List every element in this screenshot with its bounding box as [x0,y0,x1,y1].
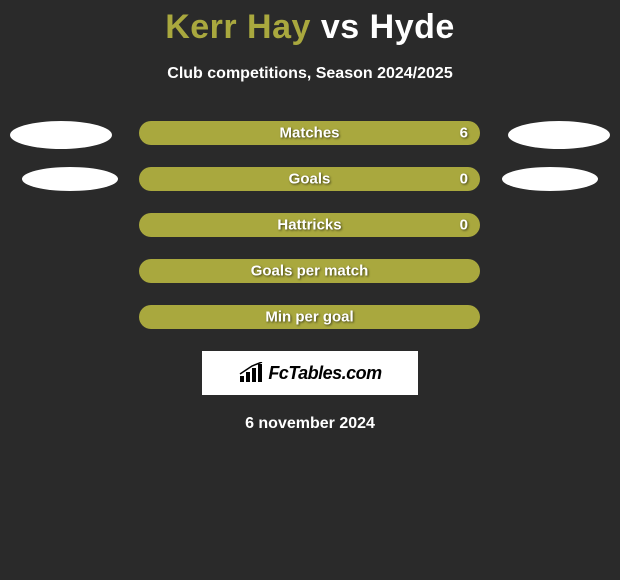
bars-icon [238,362,264,384]
stat-row-min-per-goal: Min per goal [0,305,620,329]
title-opponent: Hyde [370,8,455,46]
date-line: 6 november 2024 [0,415,620,433]
stat-row-goals-per-match: Goals per match [0,259,620,283]
stat-label: Matches [279,125,339,142]
stat-bar: Goals per match [139,259,480,283]
ellipse-right-icon [502,167,598,191]
page-title: Kerr Hay vs Hyde [0,0,620,47]
logo-box: FcTables.com [202,351,418,395]
ellipse-right-icon [508,121,610,149]
stat-row-hattricks: Hattricks 0 [0,213,620,237]
stat-label: Hattricks [277,217,341,234]
ellipse-left-icon [22,167,118,191]
title-vs: vs [321,8,360,46]
stat-row-matches: Matches 6 [0,121,620,145]
logo: FcTables.com [238,362,381,384]
stat-value: 0 [460,217,468,234]
stat-value: 6 [460,125,468,142]
logo-text: FcTables.com [268,363,381,384]
stat-bar: Hattricks 0 [139,213,480,237]
stat-label: Min per goal [265,309,353,326]
ellipse-left-icon [10,121,112,149]
stat-label: Goals [289,171,331,188]
stats-rows: Matches 6 Goals 0 Hattricks 0 Goals per … [0,121,620,329]
stat-bar: Goals 0 [139,167,480,191]
stat-value: 0 [460,171,468,188]
stat-bar: Matches 6 [139,121,480,145]
stat-row-goals: Goals 0 [0,167,620,191]
stat-label: Goals per match [251,263,369,280]
stat-bar: Min per goal [139,305,480,329]
title-player: Kerr Hay [165,8,311,46]
subtitle: Club competitions, Season 2024/2025 [0,65,620,83]
